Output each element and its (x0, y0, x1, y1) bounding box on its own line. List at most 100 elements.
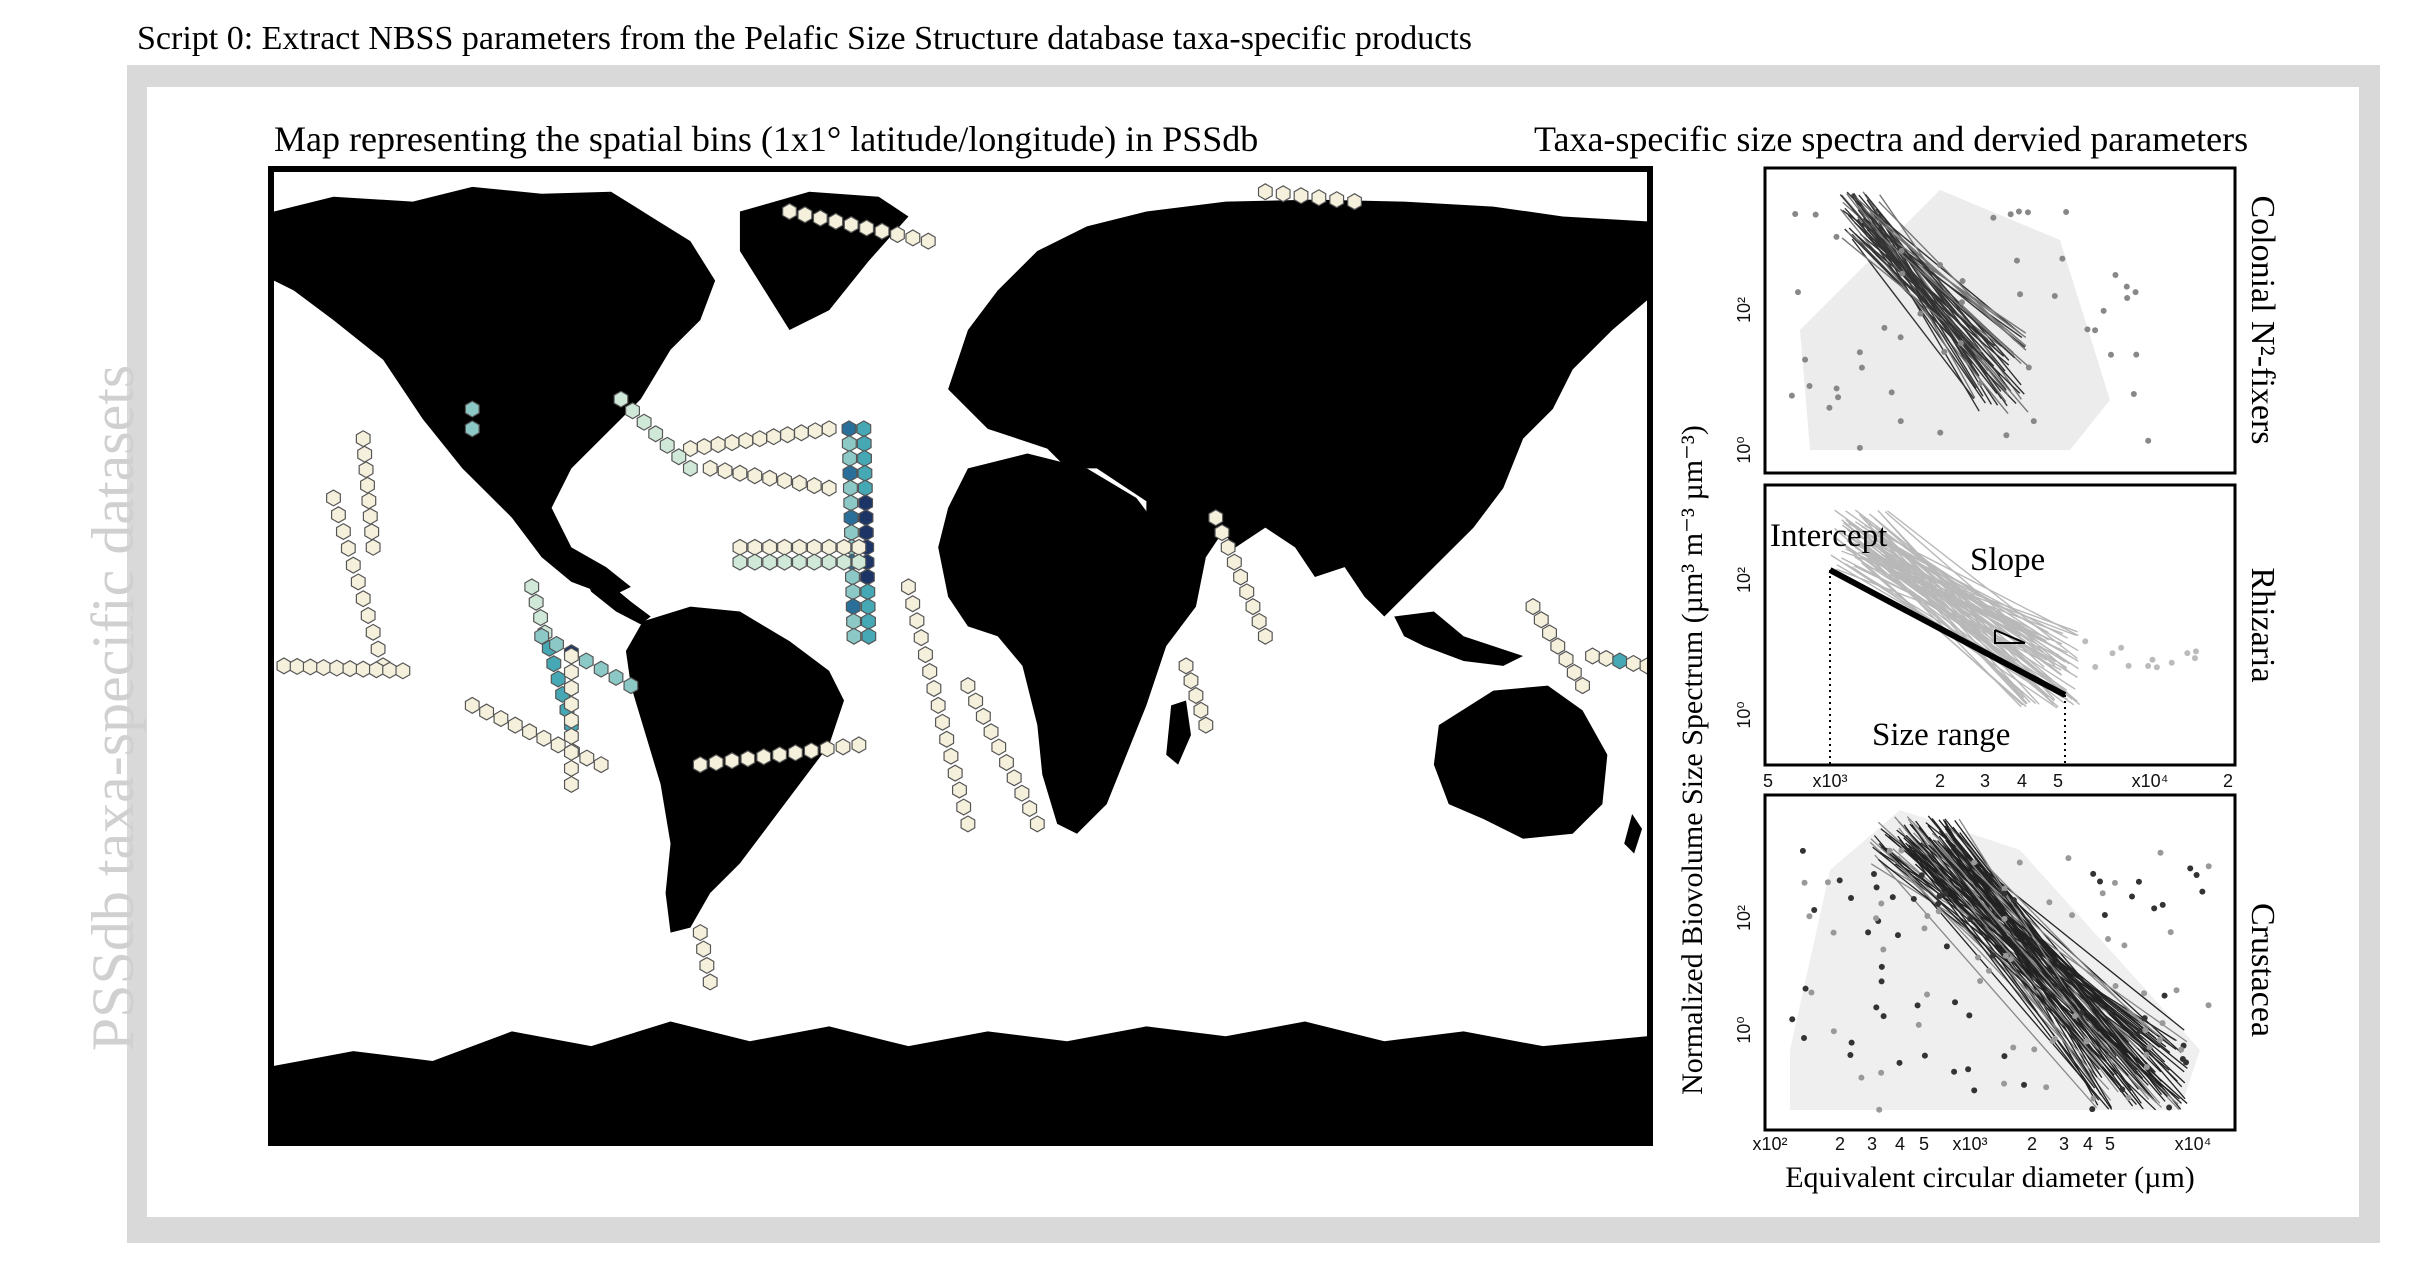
p2-point (2192, 648, 2199, 655)
p2-point (2168, 659, 2175, 666)
spatial-bin-hex (479, 703, 495, 721)
p3-point (2136, 1027, 2143, 1034)
spatial-bin-hex (836, 538, 852, 556)
spatial-bin-hex (821, 420, 837, 438)
facet-label-rhizaria: Rhizaria (2244, 567, 2281, 682)
p3-point (1830, 1028, 1837, 1035)
spatial-bin-hex (791, 474, 807, 492)
spatial-bin-hex (335, 522, 351, 541)
p3-point (1806, 913, 1813, 920)
x-tick-label: 2 (2223, 771, 2233, 791)
p3-point (1977, 978, 1984, 985)
p3-point (1943, 943, 1950, 950)
p3-point (1965, 1066, 1972, 1073)
p2-point (2082, 638, 2089, 645)
p3-point (2167, 929, 2174, 936)
spatial-bin-hex (708, 754, 724, 772)
spatial-bin-hex (1639, 657, 1647, 675)
p3-point (1921, 1052, 1928, 1059)
spatial-bin-hex (1257, 183, 1273, 201)
p3-point (1811, 907, 1818, 914)
p3-spectrum-line (1878, 843, 2157, 1111)
p1-point (2132, 289, 2139, 296)
p2-point (2149, 656, 2156, 663)
spatial-bin-hex (842, 479, 858, 497)
x-tick-label: 5 (1919, 1134, 1929, 1154)
p3-point (1894, 932, 1901, 939)
p1-point (2030, 418, 2037, 425)
spatial-bin-hex (364, 523, 380, 541)
p1-point (1788, 392, 1795, 399)
spatial-bin-hex (777, 538, 792, 556)
spatial-bin-hex (858, 523, 874, 542)
spatial-bin-hex (625, 402, 641, 420)
spatial-bin-hex (1612, 652, 1628, 670)
p3-point (2001, 1080, 2008, 1087)
p2-spectrum-line (1884, 511, 2072, 675)
p3-spectrum-line (1934, 839, 2161, 1104)
spatial-bin-hex (732, 538, 748, 556)
p3-point (2072, 1012, 2079, 1019)
p3-spectrum-line (1931, 818, 2100, 1032)
p3-point (1935, 901, 1942, 908)
spatial-bin-hex (1585, 647, 1600, 665)
p3-point (2166, 1104, 2173, 1111)
p3-point (2179, 1056, 2186, 1063)
p3-spectrum-line (1932, 839, 2156, 1073)
p3-point (1802, 985, 1809, 992)
madagascar (1166, 700, 1191, 765)
p3-spectrum-line (1959, 832, 2163, 1095)
p3-point (2002, 952, 2009, 959)
spatial-bin-hex (724, 434, 740, 452)
spatial-bin-hex (345, 556, 361, 574)
p1-point (1957, 340, 1964, 347)
p3-spectrum-line (1894, 816, 2104, 1067)
spatial-bin-hex (593, 660, 609, 678)
p3-point (1873, 884, 1880, 891)
spatial-bin-hex (692, 756, 708, 774)
p1-point (2130, 391, 2137, 398)
spatial-bin-hex (357, 445, 373, 463)
spatial-bin-hex (326, 489, 341, 507)
spatial-bin-hex (289, 657, 305, 676)
world-map (268, 166, 1653, 1146)
spatial-bin-hex (724, 752, 740, 770)
spatial-bin-hex (563, 647, 579, 665)
spatial-bin-hex (909, 612, 925, 630)
spatial-bin-hex (845, 568, 860, 586)
side-label: PSSdb taxa-specific datasets (80, 364, 146, 1052)
spatial-bin-hex (943, 747, 959, 765)
spatial-bin-hex (819, 740, 835, 758)
p2-point (2109, 650, 2116, 657)
p3-point (2089, 1106, 2096, 1113)
p1-point (2108, 351, 2114, 358)
p2-spectrum-line (1854, 546, 2076, 690)
spatial-bin-hex (968, 692, 984, 710)
spatial-bin-hex (361, 492, 377, 510)
x-tick-label: x10³ (1812, 771, 1847, 791)
p3-point (1801, 1035, 1808, 1042)
p1-spectrum-line (1851, 238, 1975, 400)
spatial-bin-hex (920, 232, 936, 250)
spatial-bins (276, 183, 1647, 991)
p3-point (1873, 915, 1880, 922)
p1-point (2123, 283, 2130, 290)
p3-point (1935, 908, 1942, 915)
p3-point (2099, 890, 2106, 897)
spatial-bin-hex (780, 426, 795, 444)
spatial-bin-hex (1188, 686, 1204, 705)
p3-point (1971, 1087, 1978, 1094)
spatial-bin-hex (1029, 815, 1045, 833)
p1-point (2051, 293, 2058, 300)
spatial-bin-hex (812, 209, 828, 227)
p3-point (1789, 1016, 1796, 1023)
p3-point (1924, 913, 1931, 920)
p1-point (1888, 389, 1895, 396)
p1-point (2092, 327, 2099, 334)
spatial-bin-hex (905, 229, 921, 247)
p2-spectrum-line (1851, 542, 2024, 695)
p2-spectrum-line (1862, 516, 2078, 703)
p1-point (1856, 444, 1863, 451)
x-tick-label: 4 (2083, 1134, 2093, 1154)
p3-spectrum-line (1945, 839, 2132, 1091)
